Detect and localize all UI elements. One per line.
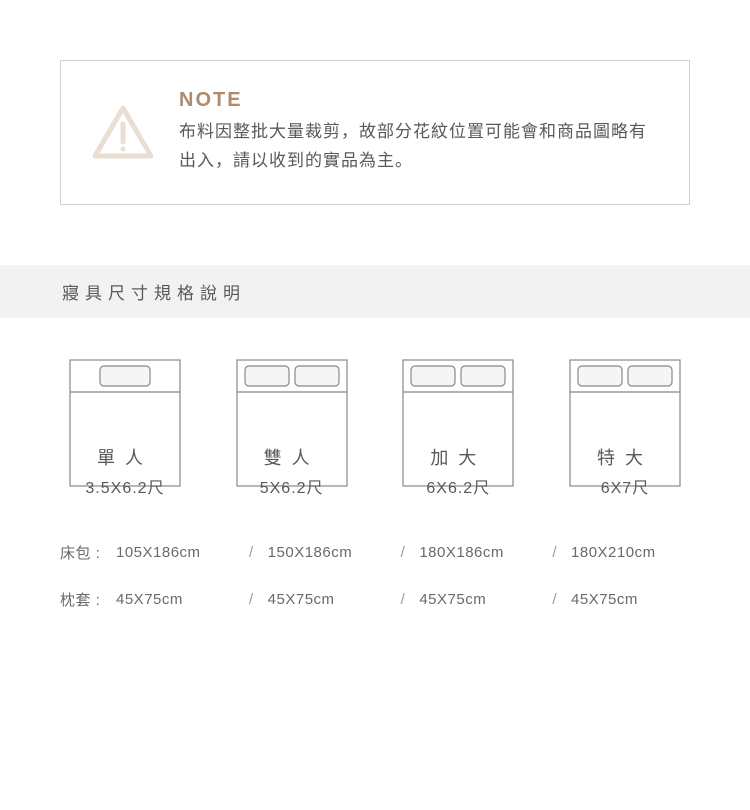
note-body: 布料因整批大量裁剪，故部分花紋位置可能會和商品圖略有出入，請以收到的實品為主。 (179, 118, 659, 176)
spec-cell: 180X210cm (571, 544, 690, 561)
spec-value: 45X75cm (571, 591, 638, 608)
bed-size: 6X6.2尺 (426, 474, 490, 498)
spec-cell: 105X186cm (116, 544, 235, 561)
bed-name: 單人 (97, 444, 153, 470)
spec-row: 床包 :105X186cm / 150X186cm / 180X186cm / 180X21… (60, 542, 690, 563)
spec-value: 105X186cm (116, 544, 201, 561)
section-title: 寢具尺寸規格說明 (0, 265, 750, 318)
spec-cell: 180X186cm (419, 544, 538, 561)
bed-name: 加大 (430, 444, 486, 470)
warning-icon (91, 104, 155, 160)
bed-size: 6X7尺 (601, 474, 649, 498)
spec-label: 床包 : (60, 542, 116, 563)
bed-name: 特大 (597, 444, 653, 470)
bed-size: 3.5X6.2尺 (85, 474, 164, 498)
spec-row: 枕套 :45X75cm/45X75cm/45X75cm/45X75cm (60, 589, 690, 610)
spec-value: 150X186cm (268, 544, 353, 561)
spec-rows: 床包 :105X186cm / 150X186cm / 180X186cm / 180X21… (0, 528, 750, 610)
beds-row: 單人 3.5X6.2尺 雙人 5X6.2尺 加大 6X6.2尺 特大 6X7尺 (0, 318, 750, 528)
note-box: NOTE 布料因整批大量裁剪，故部分花紋位置可能會和商品圖略有出入，請以收到的實… (60, 60, 690, 205)
bed-card: 加大 6X6.2尺 (393, 358, 523, 498)
note-text: NOTE 布料因整批大量裁剪，故部分花紋位置可能會和商品圖略有出入，請以收到的實… (179, 89, 659, 176)
bed-name: 雙人 (264, 444, 320, 470)
spec-cell: 45X75cm (116, 591, 235, 608)
separator: / (401, 544, 406, 561)
separator: / (552, 591, 557, 608)
spec-value: 180X186cm (419, 544, 504, 561)
spec-label: 枕套 : (60, 589, 116, 610)
bed-card: 特大 6X7尺 (560, 358, 690, 498)
bed-card: 單人 3.5X6.2尺 (60, 358, 190, 498)
separator: / (249, 591, 254, 608)
spec-cell: 45X75cm (419, 591, 538, 608)
spec-value: 45X75cm (419, 591, 486, 608)
note-title: NOTE (179, 89, 659, 112)
spec-cell: 150X186cm (268, 544, 387, 561)
spec-value: 180X210cm (571, 544, 656, 561)
separator: / (401, 591, 406, 608)
spec-value: 45X75cm (116, 591, 183, 608)
spec-cell: 45X75cm (268, 591, 387, 608)
bed-size: 5X6.2尺 (260, 474, 324, 498)
bed-card: 雙人 5X6.2尺 (227, 358, 357, 498)
separator: / (552, 544, 557, 561)
spec-cell: 45X75cm (571, 591, 690, 608)
separator: / (249, 544, 254, 561)
spec-value: 45X75cm (268, 591, 335, 608)
